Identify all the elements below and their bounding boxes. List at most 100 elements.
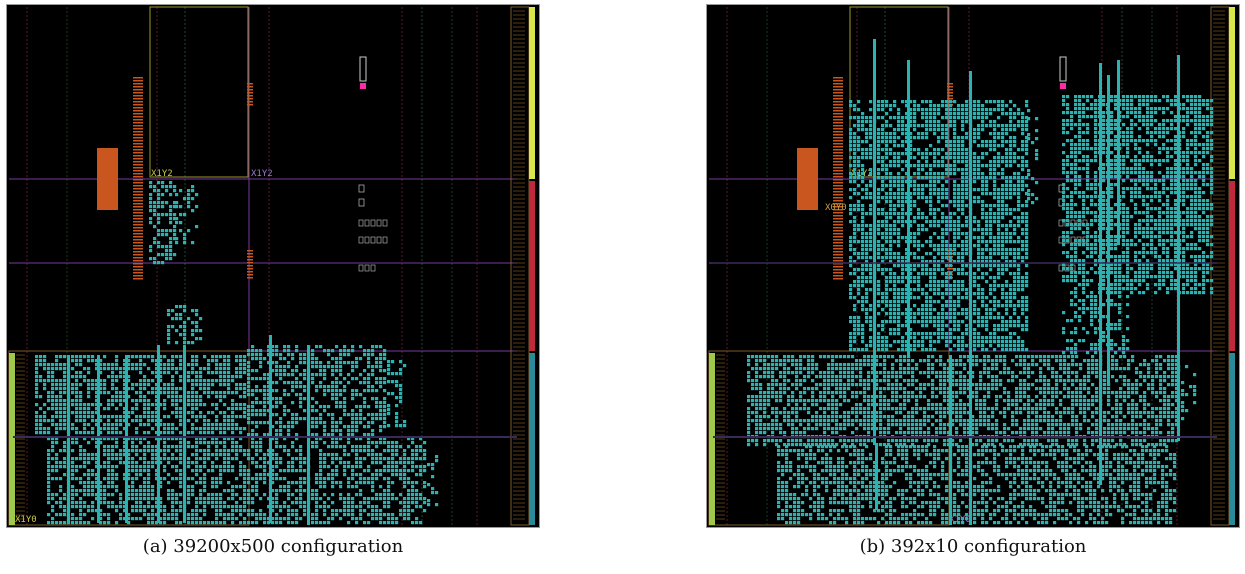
placed-cell	[1017, 108, 1021, 112]
io-pin	[833, 143, 843, 145]
io-pin	[833, 188, 843, 190]
placed-cell	[853, 164, 857, 168]
placed-cell	[71, 485, 75, 489]
placed-cell	[311, 353, 315, 357]
placed-cell	[997, 252, 1001, 256]
placed-cell	[179, 189, 183, 193]
placed-cell	[359, 481, 363, 485]
placed-cell	[35, 391, 39, 395]
placed-cell	[87, 367, 91, 371]
placed-cell	[997, 204, 1001, 208]
placed-cell	[865, 232, 869, 236]
placed-cell	[1013, 208, 1017, 212]
placed-cell	[59, 395, 63, 399]
placed-cell	[167, 517, 171, 521]
placed-cell	[299, 353, 303, 357]
placed-cell	[387, 489, 391, 493]
placed-cell	[993, 108, 997, 112]
placed-cell	[259, 353, 263, 357]
placed-cell	[107, 465, 111, 469]
placed-cell	[79, 363, 83, 367]
placed-cell	[275, 421, 279, 425]
placed-cell	[247, 365, 251, 369]
placed-cell	[179, 305, 183, 309]
io-pin	[133, 203, 143, 205]
placed-cell	[267, 377, 271, 381]
placed-cell	[965, 100, 969, 104]
io-pin	[833, 218, 843, 220]
io-pin	[133, 149, 143, 151]
placed-cell	[949, 296, 953, 300]
placed-cell	[949, 164, 953, 168]
placed-cell	[953, 300, 957, 304]
placed-cell	[187, 419, 191, 423]
placed-cell	[155, 477, 159, 481]
placed-cell	[889, 272, 893, 276]
placed-cell	[973, 104, 977, 108]
placed-cell	[367, 361, 371, 365]
placed-cell	[199, 517, 203, 521]
placed-cell	[383, 489, 387, 493]
placed-cell	[91, 505, 95, 509]
placed-cell	[127, 489, 131, 493]
placed-cell	[917, 184, 921, 188]
placed-cell	[171, 477, 175, 481]
placed-cell	[889, 276, 893, 280]
placed-cell	[929, 188, 933, 192]
placed-cell	[363, 377, 367, 381]
placed-cell	[259, 497, 263, 501]
placed-cell	[989, 112, 993, 116]
placed-cell	[59, 497, 63, 501]
placed-cell	[163, 407, 167, 411]
placed-cell	[147, 489, 151, 493]
placed-cell	[965, 204, 969, 208]
placed-cell	[909, 140, 913, 144]
placed-cell	[877, 156, 881, 160]
placed-cell	[227, 371, 231, 375]
placed-cell	[267, 521, 271, 525]
placed-cell	[905, 236, 909, 240]
placed-cell	[395, 412, 399, 416]
io-pin	[833, 191, 843, 193]
placed-cell	[327, 465, 331, 469]
placed-cell	[889, 140, 893, 144]
placed-cell	[375, 377, 379, 381]
placed-cell	[111, 399, 115, 403]
placed-cell	[367, 357, 371, 361]
placed-cell	[339, 433, 343, 437]
placed-cell	[877, 280, 881, 284]
placed-cell	[929, 192, 933, 196]
placed-cell	[207, 371, 211, 375]
placed-cell	[953, 108, 957, 112]
placed-cell	[375, 441, 379, 445]
placed-cell	[861, 244, 865, 248]
placed-cell	[327, 385, 331, 389]
placed-cell	[275, 493, 279, 497]
placed-cell	[351, 365, 355, 369]
placed-cell	[383, 357, 387, 361]
placed-cell	[231, 403, 235, 407]
placed-cell	[395, 521, 399, 525]
placed-cell	[191, 309, 195, 313]
placed-cell	[243, 477, 247, 481]
io-pin	[133, 206, 143, 208]
placed-cell	[391, 453, 395, 457]
placed-cell	[893, 312, 897, 316]
placed-cell	[945, 140, 949, 144]
placed-cell	[917, 224, 921, 228]
io-pin	[133, 233, 143, 235]
placed-cell	[199, 371, 203, 375]
placed-cell	[103, 379, 107, 383]
placed-cell	[853, 140, 857, 144]
placed-cell	[331, 389, 335, 393]
placed-cell	[853, 152, 857, 156]
placed-cell	[961, 104, 965, 108]
placed-cell	[123, 363, 127, 367]
placed-cell	[853, 296, 857, 300]
placed-cell	[191, 517, 195, 521]
placed-cell	[59, 419, 63, 423]
placed-cell	[901, 144, 905, 148]
io-pin	[833, 200, 843, 202]
placed-cell	[323, 377, 327, 381]
placed-cell	[291, 417, 295, 421]
